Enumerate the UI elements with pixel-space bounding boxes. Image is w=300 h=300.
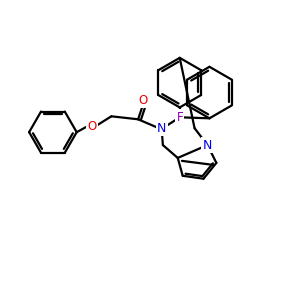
Text: N: N bbox=[203, 139, 212, 152]
Text: N: N bbox=[157, 122, 167, 135]
Text: O: O bbox=[87, 120, 96, 133]
Text: F: F bbox=[176, 111, 183, 124]
Text: O: O bbox=[138, 94, 148, 107]
